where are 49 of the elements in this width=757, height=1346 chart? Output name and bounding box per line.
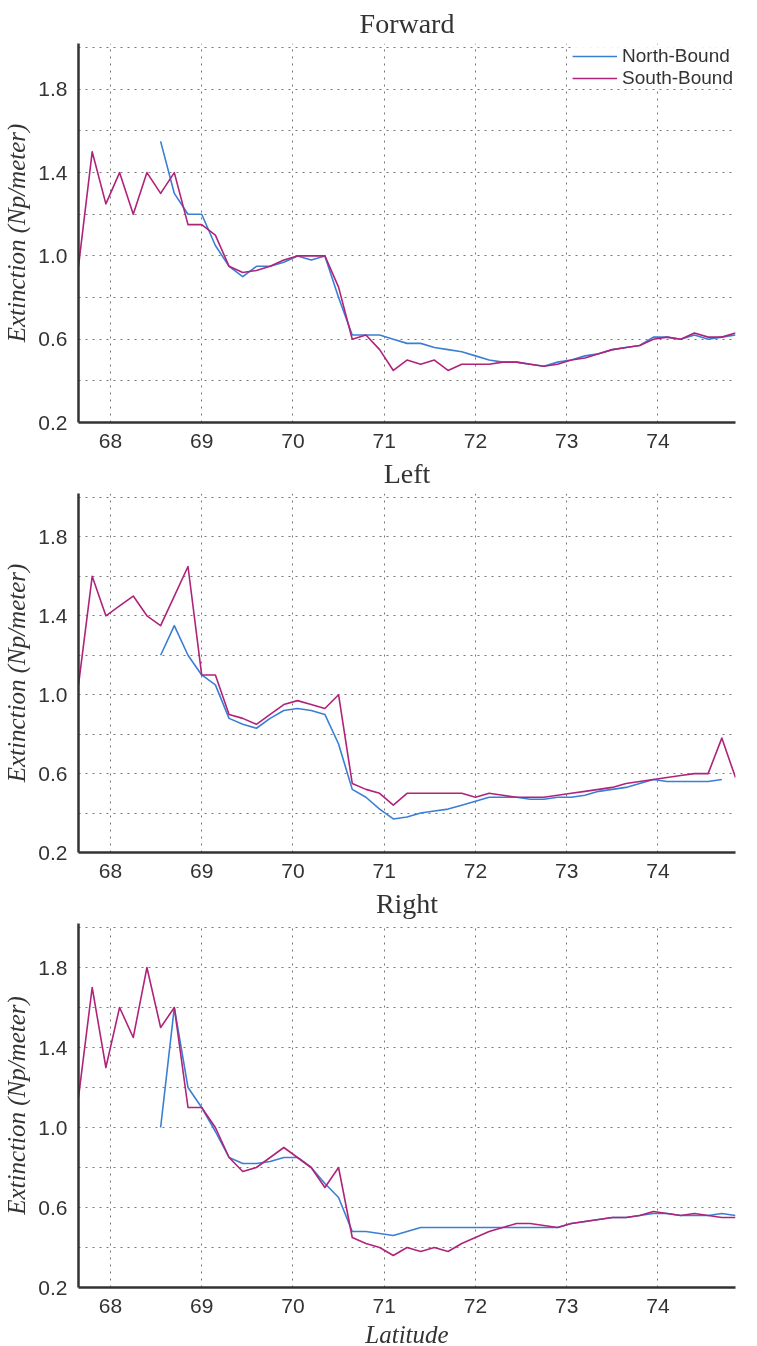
y-tick-label: 1.8 bbox=[38, 955, 68, 979]
x-tick-label: 69 bbox=[190, 1293, 214, 1317]
chart-title: Forward bbox=[359, 7, 455, 39]
y-axis-title: Extinction (Np/meter) bbox=[3, 996, 32, 1216]
y-tick-label: 1.4 bbox=[38, 603, 68, 627]
line-series bbox=[78, 565, 736, 806]
x-axis-title: Latitude bbox=[364, 1320, 449, 1346]
x-tick-label: 69 bbox=[190, 858, 214, 882]
y-tick-label: 1.4 bbox=[38, 1035, 68, 1059]
line-series bbox=[78, 150, 736, 372]
x-tick-label: 68 bbox=[98, 1293, 123, 1317]
x-tick-label: 72 bbox=[463, 1293, 488, 1317]
y-tick-label: 1.0 bbox=[38, 682, 68, 706]
y-tick-label: 1.0 bbox=[38, 243, 68, 267]
x-tick-label: 73 bbox=[555, 858, 579, 882]
legend-label: North-Bound bbox=[622, 45, 730, 67]
chart-title: Right bbox=[375, 887, 439, 919]
line-series bbox=[159, 624, 723, 820]
y-tick-label: 0.2 bbox=[38, 840, 68, 864]
x-tick-label: 68 bbox=[98, 858, 123, 882]
y-tick-label: 0.2 bbox=[38, 410, 68, 434]
x-tick-label: 73 bbox=[555, 1293, 579, 1317]
x-tick-label: 74 bbox=[646, 1293, 670, 1317]
x-tick-label: 68 bbox=[98, 428, 123, 452]
x-tick-label: 71 bbox=[372, 428, 396, 452]
y-tick-label: 0.6 bbox=[38, 327, 68, 351]
y-tick-label: 1.4 bbox=[38, 160, 68, 184]
x-tick-label: 73 bbox=[555, 428, 579, 452]
x-tick-label: 70 bbox=[281, 858, 305, 882]
y-tick-label: 1.8 bbox=[38, 77, 68, 101]
x-tick-label: 70 bbox=[281, 1293, 305, 1317]
chart-title: Left bbox=[383, 457, 431, 489]
line-series bbox=[78, 966, 736, 1257]
y-tick-label: 1.0 bbox=[38, 1115, 68, 1139]
x-tick-label: 74 bbox=[646, 428, 670, 452]
x-tick-label: 71 bbox=[372, 1293, 396, 1317]
x-tick-label: 72 bbox=[463, 428, 488, 452]
y-axis-title: Extinction (Np/meter) bbox=[3, 563, 32, 784]
y-tick-label: 0.6 bbox=[38, 761, 68, 785]
y-axis-title: Extinction (Np/meter) bbox=[3, 123, 32, 344]
x-tick-label: 71 bbox=[372, 858, 396, 882]
x-tick-label: 70 bbox=[281, 428, 305, 452]
legend-label: South-Bound bbox=[622, 67, 733, 89]
x-tick-label: 69 bbox=[190, 428, 214, 452]
y-tick-label: 0.6 bbox=[38, 1195, 68, 1219]
y-tick-label: 1.8 bbox=[38, 524, 68, 548]
y-tick-label: 0.2 bbox=[38, 1275, 68, 1299]
x-tick-label: 74 bbox=[646, 858, 670, 882]
x-tick-label: 72 bbox=[463, 858, 488, 882]
